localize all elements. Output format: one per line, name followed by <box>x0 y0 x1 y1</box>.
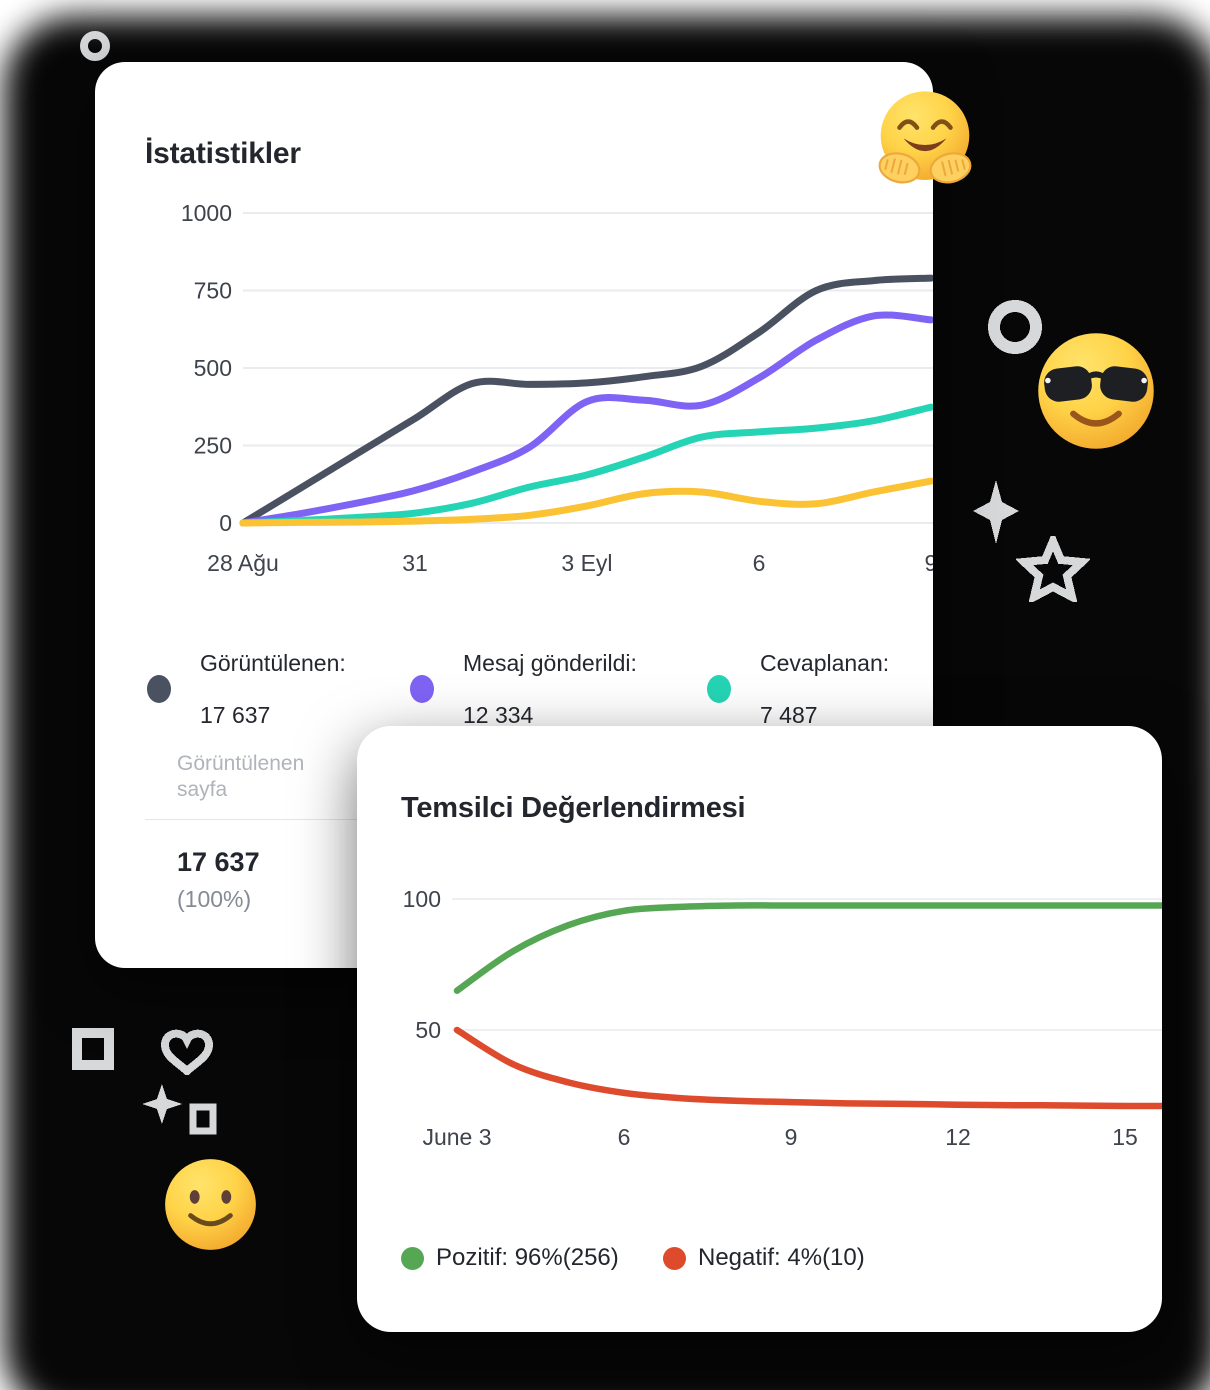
svg-text:28 Ağu: 28 Ağu <box>207 550 279 576</box>
positive-dot-icon <box>401 1246 424 1270</box>
legend-label: Pozitif: 96%(256) <box>436 1244 619 1271</box>
mini-square-deco <box>189 1103 217 1135</box>
svg-text:31: 31 <box>402 550 428 576</box>
svg-text:9: 9 <box>925 550 933 576</box>
negative-dot-icon <box>663 1246 686 1270</box>
statistics-legend: Görüntülenen: 17 637 Mesaj gönderildi: 1… <box>95 649 933 744</box>
viewed-dot-icon <box>147 675 171 703</box>
slightly-smiling-face-emoji <box>165 1159 256 1250</box>
statistics-card-title: İstatistikler <box>145 136 301 170</box>
svg-text:June 3: June 3 <box>422 1124 491 1150</box>
svg-text:1000: 1000 <box>181 200 232 226</box>
answered-dot-icon <box>707 675 731 703</box>
legend-item-messages-sent[interactable]: Mesaj gönderildi: 12 334 <box>410 649 637 729</box>
table-column-header: Görüntülenen sayfa <box>177 752 305 801</box>
svg-text:100: 100 <box>403 886 441 912</box>
agent-rating-card: Temsilci Değerlendirmesi 50 100 June 3 6 9 12… <box>357 726 1162 1332</box>
svg-text:500: 500 <box>194 355 232 381</box>
svg-text:6: 6 <box>753 550 766 576</box>
pixel-ring-deco <box>988 300 1042 354</box>
svg-text:3 Eyl: 3 Eyl <box>561 550 612 576</box>
legend-item-negative[interactable]: Negatif: 4%(10) <box>663 1244 865 1272</box>
legend-label: Görüntülenen: <box>200 650 346 676</box>
svg-text:9: 9 <box>785 1124 798 1150</box>
table-divider <box>145 819 565 820</box>
table-cell-value: 17 637 <box>177 847 260 877</box>
square-ring-deco <box>72 1028 114 1070</box>
legend-label: Negatif: 4%(10) <box>698 1244 865 1271</box>
legend-value: 12 334 <box>463 702 534 728</box>
legend-label: Cevaplanan: <box>760 650 890 676</box>
legend-item-answered[interactable]: Cevaplanan: 7 487 <box>707 649 889 729</box>
svg-text:750: 750 <box>194 278 232 304</box>
legend-label: Mesaj gönderildi: <box>463 650 637 676</box>
statistics-line-chart: 0 250 500 750 1000 28 Ağu 31 3 Eyl 6 9 <box>181 200 933 576</box>
circle-deco <box>80 31 110 61</box>
svg-text:50: 50 <box>415 1017 441 1043</box>
svg-text:12: 12 <box>945 1124 971 1150</box>
legend-value: 17 637 <box>200 702 271 728</box>
legend-value: 7 487 <box>760 702 818 728</box>
smiling-face-with-sunglasses-emoji <box>1038 333 1154 449</box>
star-deco <box>1016 536 1090 602</box>
legend-item-positive[interactable]: Pozitif: 96%(256) <box>401 1244 619 1272</box>
agent-rating-line-chart: 50 100 June 3 6 9 12 15 <box>403 886 1162 1150</box>
agent-rating-card-title: Temsilci Değerlendirmesi <box>401 792 746 825</box>
svg-text:6: 6 <box>618 1124 631 1150</box>
svg-text:250: 250 <box>194 433 232 459</box>
heart-deco <box>160 1029 214 1075</box>
svg-text:15: 15 <box>1112 1124 1138 1150</box>
table-cell-percent: (100%) <box>177 886 252 912</box>
svg-text:0: 0 <box>219 510 232 536</box>
messages-sent-dot-icon <box>410 675 434 703</box>
sparkle-deco <box>973 480 1019 544</box>
legend-item-viewed[interactable]: Görüntülenen: 17 637 <box>147 649 346 729</box>
hugging-face-emoji <box>878 91 972 184</box>
plus-sparkle-deco <box>142 1084 182 1124</box>
